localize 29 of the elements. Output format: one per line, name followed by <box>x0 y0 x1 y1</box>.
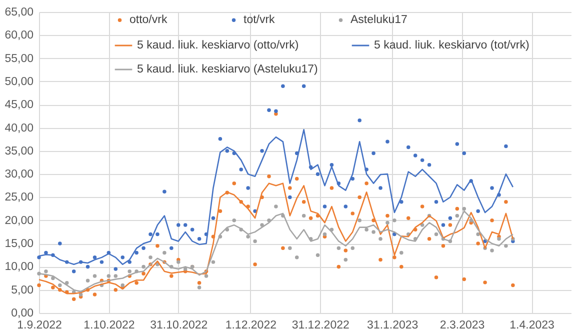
y-tick-label: 5,00 <box>11 284 34 296</box>
legend-label: 5 kaud. liuk. keskiarvo (tot/vrk) <box>374 40 530 52</box>
legend-label: Asteluku17 <box>350 14 408 26</box>
x-tick-label: 1.4.2023 <box>510 320 554 332</box>
x-tick-label: 1.10.2022 <box>84 320 135 332</box>
y-tick-label: 50,00 <box>4 76 34 88</box>
y-tick-label: 0,00 <box>11 308 34 320</box>
y-tick-label: 25,00 <box>4 192 34 204</box>
y-tick-label: 30,00 <box>4 168 34 181</box>
legend-label: 5 kaud. liuk. keskiarvo (otto/vrk) <box>137 40 299 52</box>
x-tick-label: 1.9.2022 <box>17 320 62 332</box>
y-tick-label: 55,00 <box>4 52 34 65</box>
y-tick-label: 20,00 <box>4 214 34 227</box>
legend-label: 5 kaud. liuk. keskiarvo (Asteluku17) <box>137 64 318 76</box>
y-tick-label: 65,00 <box>4 6 34 18</box>
y-tick-label: 10,00 <box>4 261 34 274</box>
x-tick-label: 1.12.2022 <box>225 320 276 332</box>
x-tick-label: 31.1.2023 <box>367 320 418 332</box>
x-tick-label: 31.10.2022 <box>150 320 208 332</box>
line-series <box>38 128 514 266</box>
x-tick-label: 2.3.2023 <box>440 320 485 332</box>
y-tick-label: 15,00 <box>4 238 34 250</box>
legend-label: tot/vrk <box>244 14 276 26</box>
y-tick-label: 60,00 <box>4 30 34 42</box>
legend-label: otto/vrk <box>130 14 168 26</box>
x-tick-label: 31.12.2022 <box>292 320 350 332</box>
y-tick-label: 35,00 <box>4 145 34 158</box>
y-tick-label: 40,00 <box>4 122 34 134</box>
y-tick-label: 45,00 <box>4 99 34 112</box>
